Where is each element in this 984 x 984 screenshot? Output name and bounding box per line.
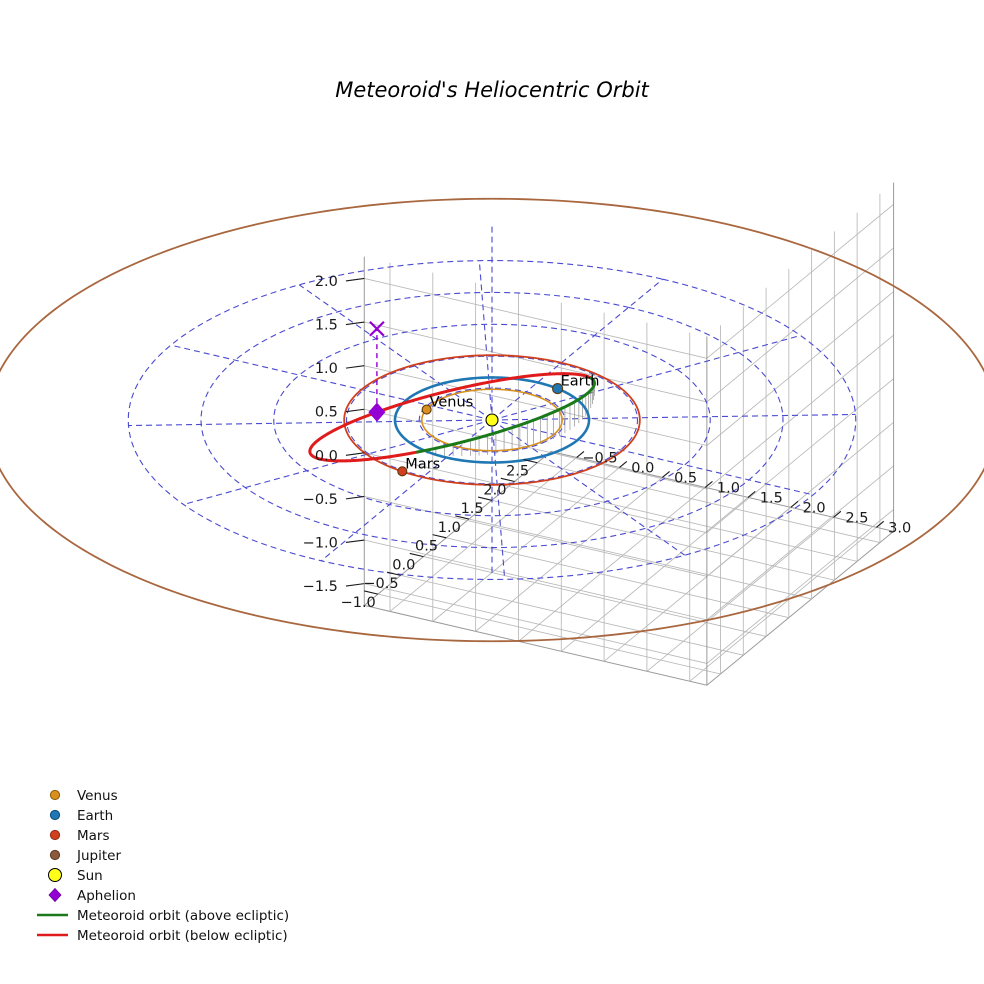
legend-label-meteoroid-orbit-below-ecliptic: Meteoroid orbit (below ecliptic) xyxy=(77,928,288,944)
x-tick-1-mark xyxy=(386,571,401,576)
y-tick-6-mark xyxy=(833,510,842,518)
y-tick-2: 0.5 xyxy=(674,470,697,486)
polar-spoke xyxy=(491,419,814,496)
y-tick-4: 1.5 xyxy=(760,490,783,506)
z-tick-1: 1.5 xyxy=(315,318,338,334)
page-title: Meteoroid's Heliocentric Orbit xyxy=(335,78,649,102)
x-tick-2: 0.0 xyxy=(392,557,415,573)
polar-spoke xyxy=(170,344,493,421)
body-marker-venus xyxy=(421,404,432,415)
z-tick-6-mark xyxy=(345,539,365,544)
planet-orbit-paths xyxy=(0,197,984,643)
x-tick-3-mark xyxy=(432,534,447,539)
polar-spoke xyxy=(478,260,493,421)
x-tick-5-mark xyxy=(477,496,492,501)
polar-spoke xyxy=(183,419,493,506)
legend-label-mars: Mars xyxy=(77,828,110,844)
meteoroid-orbit-above-ecliptic xyxy=(414,420,529,454)
polar-spoke xyxy=(491,334,801,421)
y-tick-6: 2.5 xyxy=(845,510,868,526)
z-tick-3-mark xyxy=(345,408,365,413)
meteoroid-orbit-below-ecliptic xyxy=(308,372,593,463)
legend-label-earth: Earth xyxy=(77,808,113,824)
orbit-venus xyxy=(421,388,563,452)
polar-ring xyxy=(200,291,784,549)
y-tick-1-mark xyxy=(619,461,628,468)
legend-label-sun: Sun xyxy=(77,868,103,884)
axis-ticks-group: −1.0−0.50.00.51.01.52.02.5−0.50.00.51.01… xyxy=(303,274,912,611)
y-tick-7-mark xyxy=(876,520,885,528)
legend-marker-aphelion xyxy=(48,887,62,903)
z-tick-7: −1.5 xyxy=(303,579,338,595)
z-tick-0: 2.0 xyxy=(315,274,338,290)
polar-spoke xyxy=(491,413,856,421)
x-tick-6: 2.0 xyxy=(483,482,506,498)
legend: Venus Earth Mars Jupiter Sun Aphelion Meteoroi… xyxy=(37,788,289,944)
body-label-venus: Venus xyxy=(430,395,474,411)
y-tick-0: −0.5 xyxy=(582,451,617,467)
body-markers-group: Venus Earth Mars xyxy=(397,374,600,477)
z-tick-3: 0.5 xyxy=(315,405,338,421)
y-tick-3-mark xyxy=(704,480,713,488)
polar-spoke xyxy=(128,419,493,427)
z-tick-4: 0.0 xyxy=(315,448,338,464)
legend-marker-mars xyxy=(49,829,61,841)
body-label-earth: Earth xyxy=(561,374,600,390)
y-tick-0-mark xyxy=(576,451,585,458)
x-tick-0: −1.0 xyxy=(341,595,376,611)
legend-marker-venus xyxy=(49,789,61,801)
x-tick-6-mark xyxy=(500,477,515,483)
body-label-mars: Mars xyxy=(405,456,440,472)
x-tick-7: 2.5 xyxy=(506,464,529,480)
y-tick-7: 3.0 xyxy=(888,520,911,536)
body-marker-sun xyxy=(485,413,499,427)
z-tick-6: −1.0 xyxy=(303,536,338,552)
y-tick-5: 2.0 xyxy=(803,500,826,516)
z-tick-4-mark xyxy=(345,452,365,456)
x-tick-7-mark xyxy=(523,459,538,464)
polar-spoke xyxy=(491,278,664,421)
legend-marker-sun xyxy=(48,868,62,882)
orbit-mars xyxy=(343,354,641,486)
z-tick-5-mark xyxy=(345,495,365,500)
orbit-jupiter xyxy=(0,197,984,643)
y-tick-1: 0.0 xyxy=(631,460,654,476)
axes-pane-grid xyxy=(363,182,895,686)
legend-marker-earth xyxy=(49,809,61,821)
z-tick-7-mark xyxy=(345,583,365,587)
y-tick-3: 1.0 xyxy=(717,480,740,496)
legend-label-aphelion: Aphelion xyxy=(77,888,136,904)
x-tick-4-mark xyxy=(455,515,470,520)
aphelion-marker xyxy=(368,402,386,422)
y-tick-4-mark xyxy=(747,490,756,498)
z-tick-2: 1.0 xyxy=(315,361,338,377)
x-tick-5: 1.5 xyxy=(461,501,484,517)
x-tick-3: 0.5 xyxy=(415,539,438,555)
legend-label-venus: Venus xyxy=(77,788,118,804)
x-tick-0-mark xyxy=(364,590,379,595)
polar-spoke xyxy=(320,419,493,562)
body-marker-earth xyxy=(552,383,564,395)
x-tick-4: 1.0 xyxy=(438,520,461,536)
x-tick-2-mark xyxy=(409,552,424,558)
legend-marker-jupiter xyxy=(49,849,61,861)
z-tick-5: −0.5 xyxy=(303,492,338,508)
body-marker-mars xyxy=(397,466,408,477)
orbit-earth xyxy=(393,376,591,464)
y-tick-5-mark xyxy=(790,500,799,508)
legend-label-jupiter: Jupiter xyxy=(76,848,121,864)
aphelion-ground-projection-marker xyxy=(369,321,385,337)
legend-label-meteoroid-orbit-above-ecliptic: Meteoroid orbit (above ecliptic) xyxy=(77,908,289,924)
x-tick-1: −0.5 xyxy=(363,576,398,592)
meteoroid-orbit-path xyxy=(308,372,596,463)
z-tick-1-mark xyxy=(345,321,365,326)
z-tick-0-mark xyxy=(345,277,365,282)
polar-spoke xyxy=(491,419,506,580)
y-tick-2-mark xyxy=(661,470,670,478)
meteoroid-orbit-above-ecliptic xyxy=(525,376,596,424)
aphelion-marker-group xyxy=(368,321,386,422)
z-tick-2-mark xyxy=(345,365,365,369)
